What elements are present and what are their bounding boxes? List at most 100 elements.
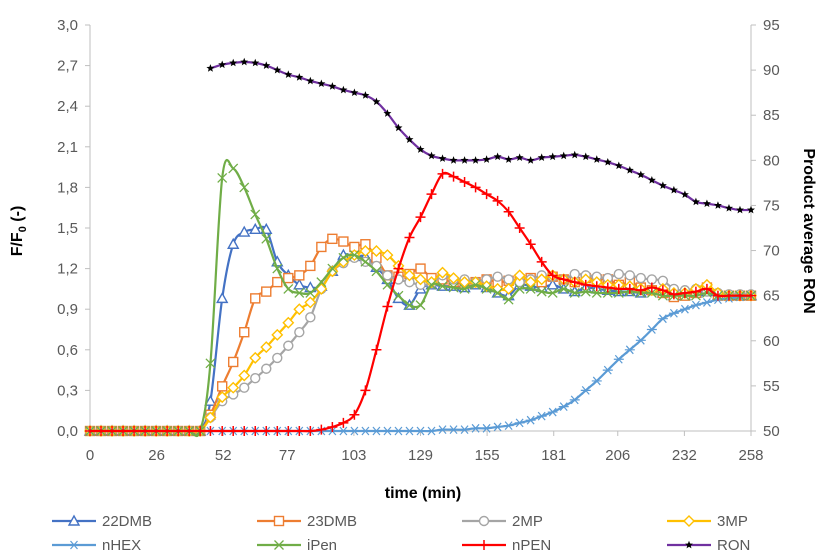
x-tick-label: 129: [408, 447, 433, 464]
series-marker: [216, 381, 228, 392]
series-marker: [250, 426, 261, 436]
series-marker: [173, 426, 184, 436]
series-marker: [238, 225, 251, 237]
y-right-tick-label: 60: [763, 333, 780, 350]
series-marker: [503, 294, 514, 305]
series-marker: [536, 411, 547, 421]
series-marker: [524, 276, 537, 289]
series-marker: [426, 426, 437, 436]
series-marker: [272, 263, 283, 274]
series-marker: [394, 123, 403, 132]
series-marker: [151, 426, 162, 436]
series-marker: [449, 156, 458, 164]
x-tick-label: 206: [605, 447, 630, 464]
series-marker: [273, 65, 282, 74]
y-left-tick-label: 0,9: [57, 301, 78, 318]
series-marker: [283, 283, 294, 294]
legend-item-23dmb: 23DMB: [257, 513, 357, 530]
series-marker: [195, 426, 206, 436]
series-marker: [205, 426, 216, 436]
series-marker: [238, 369, 251, 382]
series-marker: [239, 426, 250, 436]
series-marker: [625, 166, 634, 174]
series-marker: [294, 426, 305, 436]
chart-axes: 0 26 52 77 103 129 155 181 206 232 258 0,0 0,3 0,6 0,9…: [57, 17, 780, 464]
series-marker: [204, 411, 217, 424]
series-marker: [293, 278, 306, 290]
series-marker: [316, 424, 327, 435]
series-marker: [272, 426, 283, 436]
series-marker: [602, 365, 613, 375]
series-marker: [448, 282, 459, 293]
legend-label: nHEX: [102, 537, 141, 554]
x-tick-label: 77: [279, 447, 296, 464]
series-line: [210, 60, 752, 212]
y-left-tick-label: 1,2: [57, 261, 78, 278]
series-marker: [459, 283, 470, 294]
series-marker: [393, 263, 404, 274]
series-marker: [503, 206, 514, 217]
series-marker: [218, 60, 227, 69]
series-marker: [261, 363, 272, 374]
series-marker: [479, 540, 489, 550]
series-marker: [327, 421, 338, 432]
chart-series: [83, 57, 758, 438]
series-marker: [360, 385, 371, 396]
series-marker: [437, 168, 448, 179]
y-right-tick-label: 80: [763, 152, 780, 169]
series-marker: [668, 308, 679, 318]
series-marker: [492, 195, 503, 206]
series-marker: [426, 279, 437, 290]
series-marker: [734, 290, 745, 301]
x-tick-label: 103: [341, 447, 366, 464]
series-marker: [85, 426, 95, 436]
series-marker: [239, 382, 250, 393]
series-marker: [205, 358, 216, 369]
series-marker: [685, 540, 693, 549]
series-marker: [261, 233, 272, 244]
series-marker: [260, 341, 273, 354]
series-marker: [239, 182, 250, 193]
y-left-tick-label: 0,0: [57, 423, 78, 440]
series-marker: [338, 417, 349, 428]
series-marker: [537, 153, 546, 162]
series-marker: [636, 170, 645, 179]
series-marker: [404, 426, 415, 436]
series-marker: [546, 278, 559, 290]
y-left-tick-label: 2,1: [57, 139, 78, 156]
series-marker: [603, 157, 612, 166]
series-marker: [569, 395, 580, 405]
series-marker: [712, 290, 723, 301]
series-marker: [240, 57, 249, 66]
series-marker: [415, 212, 426, 223]
series-marker: [250, 293, 261, 304]
series-marker: [316, 277, 327, 288]
series-line: [90, 294, 752, 433]
series-marker: [691, 197, 700, 206]
series-marker: [558, 274, 569, 285]
series-marker: [503, 274, 514, 285]
series-marker: [338, 252, 349, 263]
series-marker: [249, 351, 262, 364]
series-marker: [382, 426, 393, 436]
legend-label: 23DMB: [307, 513, 357, 530]
series-marker: [448, 425, 459, 435]
series-marker: [646, 282, 657, 293]
series-marker: [370, 245, 383, 257]
legend-label: 2MP: [512, 513, 543, 530]
series-marker: [547, 270, 558, 281]
legend-item-npen: nPEN: [462, 537, 551, 554]
series-nhex: [85, 291, 756, 436]
series-marker: [613, 268, 624, 280]
series-marker: [283, 426, 294, 436]
series-marker: [683, 515, 695, 527]
series-marker: [415, 300, 426, 311]
series-marker: [492, 422, 503, 432]
series-marker: [305, 426, 316, 436]
y-right-tick-label: 75: [763, 197, 780, 214]
series-marker: [283, 340, 294, 351]
y-left-tick-label: 0,3: [57, 382, 78, 399]
series-marker: [580, 286, 591, 297]
series-marker: [261, 426, 272, 436]
series-marker: [403, 269, 416, 282]
